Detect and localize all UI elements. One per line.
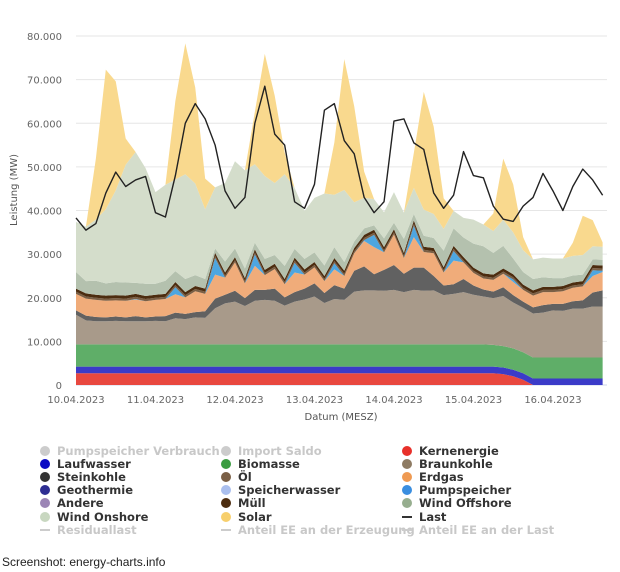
- x-tick-label: 16.04.2023: [524, 395, 581, 406]
- legend-item-solar[interactable]: Solar: [221, 509, 402, 524]
- legend-dot-icon: [221, 458, 231, 469]
- legend-line-icon: [221, 528, 231, 531]
- area-steinkohle: [76, 265, 603, 322]
- legend-label: Biomasse: [238, 456, 300, 471]
- legend-label: Anteil EE an der Erzeugung: [238, 522, 415, 537]
- legend-dot-icon: [402, 498, 412, 509]
- x-tick-label: 14.04.2023: [365, 395, 422, 406]
- legend-item-andere[interactable]: Andere: [40, 496, 221, 511]
- legend-label: Öl: [238, 469, 252, 484]
- legend-item-erdgas[interactable]: Erdgas: [402, 469, 583, 484]
- y-tick-label: 50.000: [27, 163, 62, 174]
- legend-item-anteil-ee-an-der-erzeugung[interactable]: Anteil EE an der Erzeugung: [221, 523, 415, 537]
- legend-dot-icon: [402, 458, 412, 469]
- legend-item-pumpspeicher-verbrauch[interactable]: Pumpspeicher Verbrauch: [40, 443, 221, 458]
- legend-label: Pumpspeicher Verbrauch: [57, 443, 220, 458]
- x-tick-label: 12.04.2023: [206, 395, 263, 406]
- area-wind-onshore: [76, 152, 603, 284]
- legend-dot-icon: [40, 511, 50, 522]
- legend-dot-icon: [402, 471, 412, 482]
- area-erdgas: [76, 234, 603, 318]
- x-tick-label: 10.04.2023: [47, 395, 104, 406]
- legend-line-icon: [40, 528, 50, 531]
- legend-item-pumpspeicher[interactable]: Pumpspeicher: [402, 483, 583, 498]
- x-tick-label: 15.04.2023: [445, 395, 502, 406]
- y-tick-label: 40.000: [27, 207, 62, 218]
- legend-dot-icon: [402, 445, 412, 456]
- legend-item-import-saldo[interactable]: Import Saldo: [221, 443, 402, 458]
- area-wind-offshore: [76, 213, 603, 297]
- legend-item-wind-offshore[interactable]: Wind Offshore: [402, 496, 583, 511]
- legend-item-speicherwasser[interactable]: Speicherwasser: [221, 483, 402, 498]
- legend-label: Geothermie: [57, 483, 134, 498]
- legend-label: Steinkohle: [57, 469, 126, 484]
- legend-item-last[interactable]: Last: [402, 509, 583, 524]
- legend-dot-icon: [402, 485, 412, 496]
- stacked-areas: [76, 43, 603, 385]
- x-axis-ticks: 10.04.2023 11.04.2023 12.04.2023 13.04.2023…: [47, 395, 581, 406]
- legend-dot-icon: [40, 458, 50, 469]
- load-line: [75, 85, 604, 231]
- legend-dot-icon: [221, 498, 231, 509]
- legend-label: Wind Onshore: [57, 509, 149, 524]
- y-axis-title: Leistung (MW): [9, 154, 20, 226]
- x-tick-label: 11.04.2023: [127, 395, 184, 406]
- area-braunkohle: [76, 289, 603, 358]
- legend-dot-icon: [221, 471, 231, 482]
- legend-label: Solar: [238, 509, 272, 524]
- legend-item-anteil-ee-an-der-last[interactable]: Anteil EE an der Last: [402, 522, 583, 537]
- legend-label: Pumpspeicher: [419, 483, 512, 498]
- x-axis-title: Datum (MESZ): [305, 412, 378, 423]
- y-axis-ticks: 0 10.000 20.000 30.000 40.000 50.000 60.000 70.…: [27, 32, 62, 392]
- y-tick-label: 70.000: [27, 76, 62, 87]
- legend-dot-icon: [40, 498, 50, 509]
- legend-label: Speicherwasser: [238, 483, 341, 498]
- screenshot-credit: Screenshot: energy-charts.info: [2, 555, 166, 569]
- y-tick-label: 30.000: [27, 250, 62, 261]
- legend-dot-icon: [40, 445, 50, 456]
- legend-label: Residuallast: [57, 522, 137, 537]
- area-biomasse: [76, 344, 603, 379]
- legend-item-laufwasser[interactable]: Laufwasser: [40, 456, 221, 471]
- legend-item-biomasse[interactable]: Biomasse: [221, 456, 402, 471]
- legend-line-icon: [402, 528, 412, 531]
- y-tick-label: 0: [56, 381, 62, 392]
- legend-dot-icon: [221, 445, 231, 456]
- legend-dot-icon: [40, 471, 50, 482]
- y-tick-label: 10.000: [27, 337, 62, 348]
- y-tick-label: 60.000: [27, 119, 62, 130]
- legend-item-wind-onshore[interactable]: Wind Onshore: [40, 509, 221, 524]
- legend-label: Erdgas: [419, 469, 464, 484]
- legend-item-oel[interactable]: Öl: [221, 469, 402, 484]
- legend-label: Last: [419, 509, 447, 524]
- legend-label: Wind Offshore: [419, 496, 512, 511]
- area-kernenergie: [76, 373, 603, 385]
- legend-label: Import Saldo: [238, 443, 322, 458]
- legend-item-muell[interactable]: Müll: [221, 496, 402, 511]
- legend-label: Anteil EE an der Last: [419, 522, 555, 537]
- y-tick-label: 20.000: [27, 294, 62, 305]
- legend-label: Laufwasser: [57, 456, 131, 471]
- legend-item-geothermie[interactable]: Geothermie: [40, 483, 221, 498]
- legend: Pumpspeicher Verbrauch Import Saldo Kernen…: [40, 443, 600, 537]
- legend-label: Braunkohle: [419, 456, 493, 471]
- legend-dot-icon: [40, 485, 50, 496]
- legend-line-icon: [402, 515, 412, 518]
- legend-item-steinkohle[interactable]: Steinkohle: [40, 469, 221, 484]
- legend-item-braunkohle[interactable]: Braunkohle: [402, 456, 583, 471]
- legend-item-kernenergie[interactable]: Kernenergie: [402, 443, 583, 458]
- legend-label: Kernenergie: [419, 443, 499, 458]
- legend-label: Andere: [57, 496, 104, 511]
- legend-label: Müll: [238, 496, 266, 511]
- x-tick-label: 13.04.2023: [286, 395, 343, 406]
- legend-dot-icon: [221, 485, 231, 496]
- chart: 0 10.000 20.000 30.000 40.000 50.000 60.000 70.…: [9, 32, 607, 423]
- legend-dot-icon: [221, 511, 231, 522]
- line-last: [75, 85, 604, 231]
- y-tick-label: 80.000: [27, 32, 62, 43]
- legend-item-residuallast[interactable]: Residuallast: [40, 522, 221, 537]
- area-laufwasser: [76, 366, 603, 385]
- area-solar: [76, 43, 603, 260]
